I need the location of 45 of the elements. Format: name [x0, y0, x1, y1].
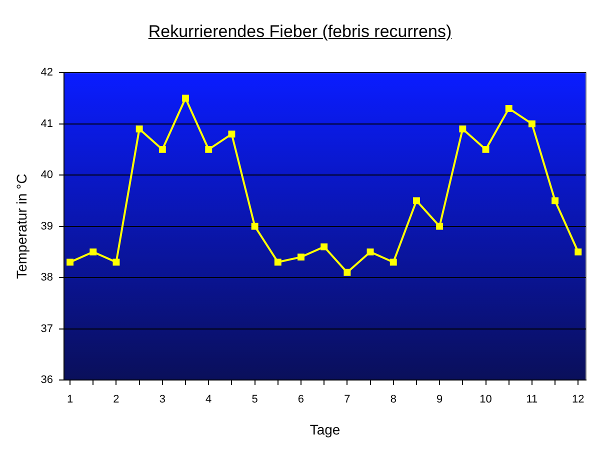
point — [390, 258, 397, 266]
point — [66, 258, 74, 266]
point — [182, 94, 189, 102]
x-tick-label: 2 — [113, 394, 120, 406]
y-tick-label: 38 — [40, 272, 54, 284]
point — [436, 222, 444, 230]
x-tick-label: 4 — [206, 394, 212, 406]
point — [228, 130, 236, 138]
y-tick-label: 40 — [40, 169, 54, 182]
point — [344, 268, 351, 276]
y-tick-label: 42 — [40, 66, 54, 79]
chart-title: Rekurrierendes Fieber (febris recurrens) — [148, 22, 452, 41]
x-tick-label: 12 — [572, 394, 584, 406]
point — [136, 125, 143, 132]
x-tick-label: 7 — [344, 394, 350, 406]
point — [459, 125, 466, 132]
x-tick-label: 10 — [480, 394, 492, 406]
x-tick-label: 11 — [526, 394, 538, 406]
point — [298, 254, 304, 261]
x-tick-label: 6 — [298, 394, 304, 406]
y-tick-label: 37 — [40, 322, 54, 335]
y-tick-label: 41 — [40, 118, 54, 130]
x-tick-label: 1 — [66, 394, 74, 406]
y-tick-label: 36 — [40, 374, 54, 386]
point — [505, 104, 512, 112]
y-axis-title: Temperatur in °C — [13, 174, 30, 279]
y-tick-label: 39 — [40, 220, 54, 232]
point — [552, 197, 559, 204]
x-tick-label: 8 — [390, 394, 396, 406]
point — [320, 243, 328, 250]
x-tick-label: 5 — [252, 394, 258, 406]
point — [274, 258, 282, 266]
point — [574, 248, 582, 256]
point — [251, 222, 258, 230]
point — [413, 197, 420, 204]
x-tick-label: 3 — [159, 394, 166, 406]
point — [158, 146, 166, 153]
point — [366, 248, 374, 256]
point — [528, 120, 536, 128]
point — [112, 258, 120, 266]
x-axis-title: Tage — [310, 421, 340, 438]
x-tick-label: 9 — [436, 394, 443, 406]
point — [482, 146, 490, 153]
point — [90, 248, 97, 256]
point — [205, 146, 212, 153]
